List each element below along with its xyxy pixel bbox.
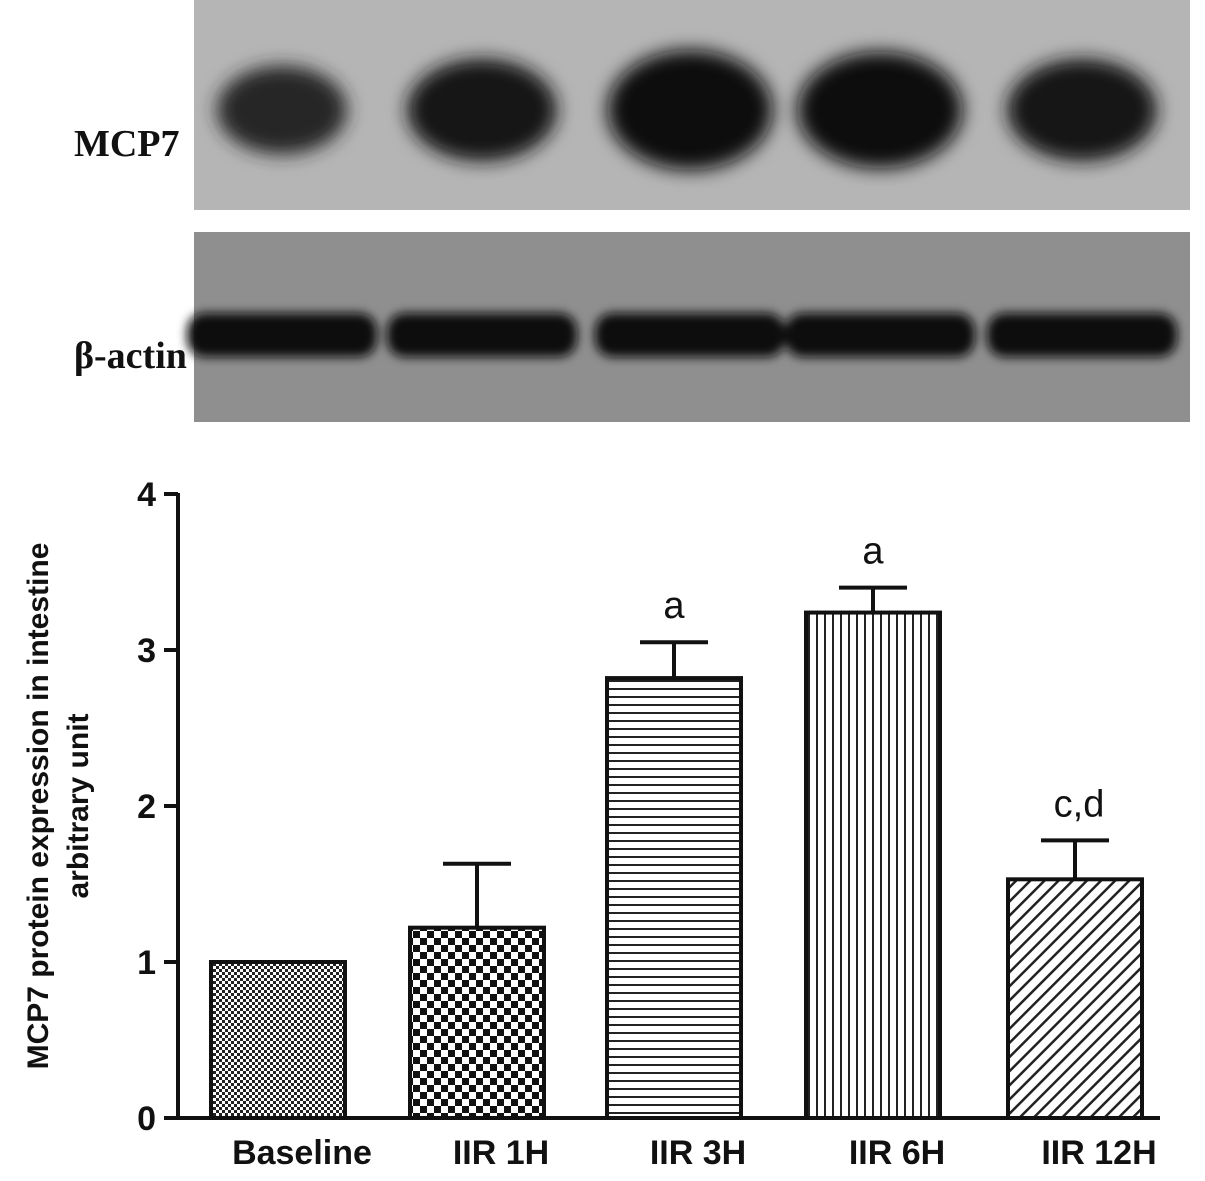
x-tick-label: IIR 3H bbox=[650, 1134, 746, 1172]
x-tick-label: IIR 6H bbox=[849, 1134, 945, 1172]
y-tick-label: 1 bbox=[137, 944, 156, 982]
blot-band-mcp7 bbox=[407, 58, 557, 162]
y-axis-label: MCP7 protein expression in intestine arbi… bbox=[22, 543, 95, 1070]
y-tick-label: 3 bbox=[137, 632, 156, 670]
x-tick-label: IIR 12H bbox=[1041, 1134, 1156, 1172]
y-axis-label-line: MCP7 protein expression in intestine bbox=[22, 543, 55, 1070]
blot-band-beta-actin bbox=[595, 313, 785, 357]
blot-band-mcp7 bbox=[607, 50, 773, 170]
y-tick-label: 4 bbox=[137, 476, 156, 514]
y-axis-label-line: arbitrary unit bbox=[62, 713, 95, 898]
y-tick-label: 0 bbox=[137, 1100, 156, 1138]
significance-label: a bbox=[862, 531, 884, 573]
y-tick-label: 2 bbox=[137, 788, 156, 826]
blot-band-beta-actin bbox=[187, 313, 377, 357]
bar bbox=[804, 610, 942, 1120]
blot-image bbox=[187, 0, 1190, 422]
bar bbox=[408, 925, 546, 1120]
blot-band-mcp7 bbox=[217, 65, 347, 155]
blot-band-mcp7 bbox=[797, 51, 963, 169]
blot-label-mcp7: MCP7 bbox=[74, 123, 180, 165]
bar bbox=[1006, 877, 1144, 1120]
blot-band-beta-actin bbox=[987, 313, 1177, 357]
x-tick-label: IIR 1H bbox=[453, 1134, 549, 1172]
blot-band-mcp7 bbox=[1007, 58, 1157, 162]
blot-band-beta-actin bbox=[387, 313, 577, 357]
x-tick-label: Baseline bbox=[232, 1134, 372, 1172]
blot-label-beta-actin: β-actin bbox=[74, 335, 187, 377]
bar bbox=[605, 676, 743, 1121]
blot-band-beta-actin bbox=[785, 313, 975, 357]
significance-label: c,d bbox=[1054, 783, 1105, 825]
bar bbox=[209, 960, 347, 1120]
significance-label: a bbox=[663, 585, 685, 627]
